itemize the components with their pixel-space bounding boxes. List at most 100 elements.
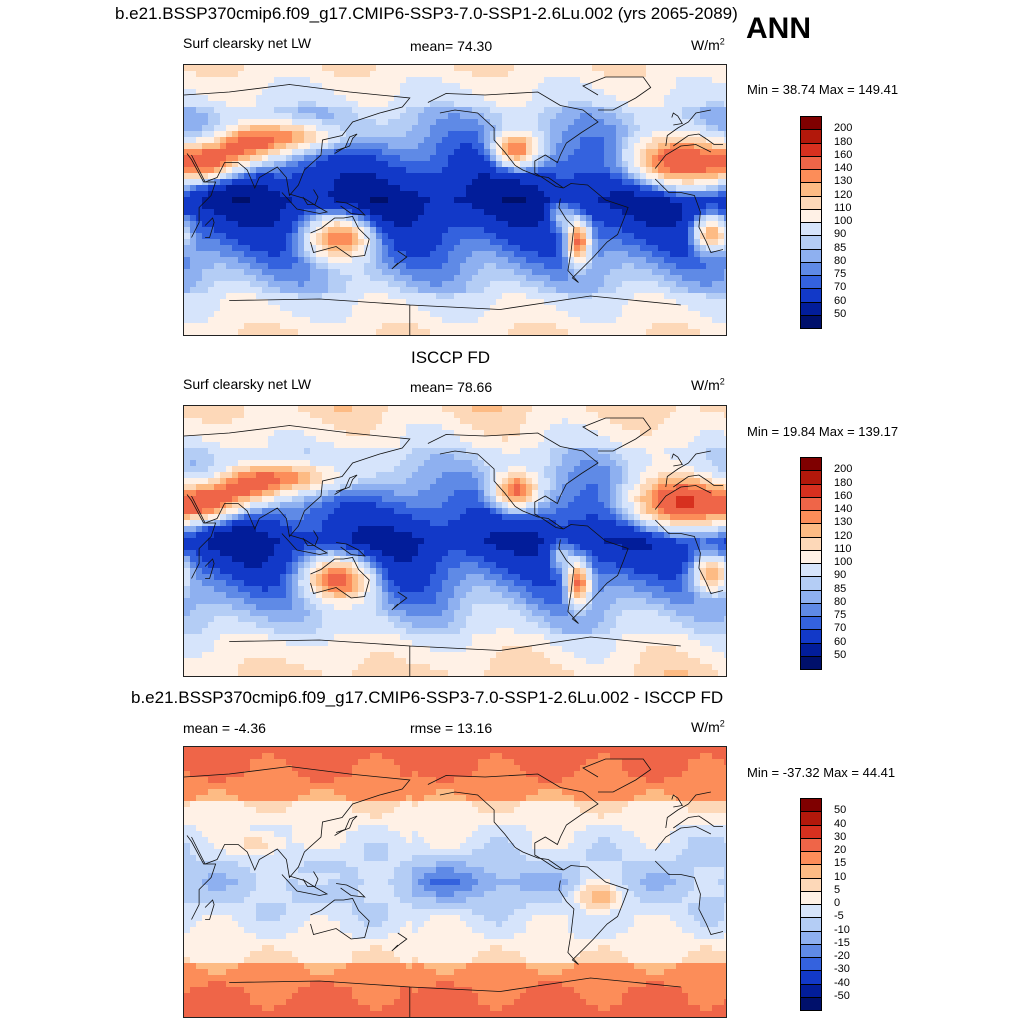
map-cell [292,107,299,114]
map-cell [250,149,257,156]
map-cell [196,161,203,168]
map-cell [202,317,209,324]
map-cell [658,119,665,126]
map-cell [472,299,479,306]
panel2-title: ISCCP FD [411,348,491,367]
map-cell [382,143,389,150]
map-cell [214,406,221,413]
map-cell [478,197,485,204]
map-cell [370,448,377,455]
map-cell [340,299,347,306]
map-cell [616,233,623,240]
map-cell [724,442,726,449]
map-cell [358,269,365,276]
map-cell [328,305,335,312]
map-cell [352,167,359,174]
map-cell [622,83,629,90]
map-cell [568,299,575,306]
map-cell [394,299,401,306]
map-cell [712,191,719,198]
map-cell [514,436,521,443]
map-cell [514,125,521,132]
map-cell [208,454,215,461]
map-cell [262,269,269,276]
map-cell [574,311,581,318]
map-cell [358,161,365,168]
map-cell [256,263,263,270]
map-cell [328,83,335,90]
map-cell [424,418,431,425]
map-cell [274,149,281,156]
map-cell [640,275,647,282]
map-cell [364,119,371,126]
map-cell [226,317,233,324]
map-cell [616,89,623,96]
map-cell [232,317,239,324]
map-cell [472,161,479,168]
map-cell [604,227,611,234]
map-cell [598,143,605,150]
map-cell [640,323,647,330]
map-cell [208,137,215,144]
map-cell [592,167,599,174]
map-cell [502,317,509,324]
map-cell [562,119,569,126]
map-cell [298,215,305,222]
map-cell [346,155,353,162]
map-cell [520,269,527,276]
map-cell [520,281,527,288]
map-cell [346,305,353,312]
map-cell [712,89,719,96]
map-cell [550,317,557,324]
map-cell [568,185,575,192]
map-cell [538,137,545,144]
map-cell [604,269,611,276]
map-cell [556,113,563,120]
map-cell [376,215,383,222]
map-cell [262,227,269,234]
map-cell [694,125,701,132]
map-cell [436,77,443,84]
map-cell [616,137,623,144]
map-cell [268,269,275,276]
map-cell [352,197,359,204]
map-cell [664,143,671,150]
map-cell [352,131,359,138]
map-cell [370,412,377,419]
map-cell [454,113,461,120]
map-cell [310,95,317,102]
coastline-africa [186,144,724,253]
map-cell [406,185,413,192]
map-cell [298,287,305,294]
map-cell [310,137,317,144]
map-cell [412,311,419,318]
map-cell [352,305,359,312]
map-cell [268,155,275,162]
map-cell [442,173,449,180]
map-cell [556,436,563,443]
map-cell [496,275,503,282]
map-cell [466,412,473,419]
map-cell [538,119,545,126]
map-cell [532,442,539,449]
map-cell [688,167,695,174]
map-cell [358,436,365,443]
map-cell [220,173,227,180]
map-cell [598,257,605,264]
map-cell [238,203,245,210]
map-cell [424,442,431,449]
map-cell [466,197,473,204]
map-cell [424,454,431,461]
map-cell [220,406,227,413]
map-cell [292,293,299,300]
map-cell [514,107,521,114]
colorbar-tick-label: 75 [834,268,847,280]
map-cell [676,137,683,144]
map-cell [610,131,617,138]
map-cell [190,412,197,419]
map-cell [244,406,251,413]
map-cell [580,113,587,120]
map-cell [298,173,305,180]
map-cell [280,448,287,455]
map-cell [256,209,263,216]
